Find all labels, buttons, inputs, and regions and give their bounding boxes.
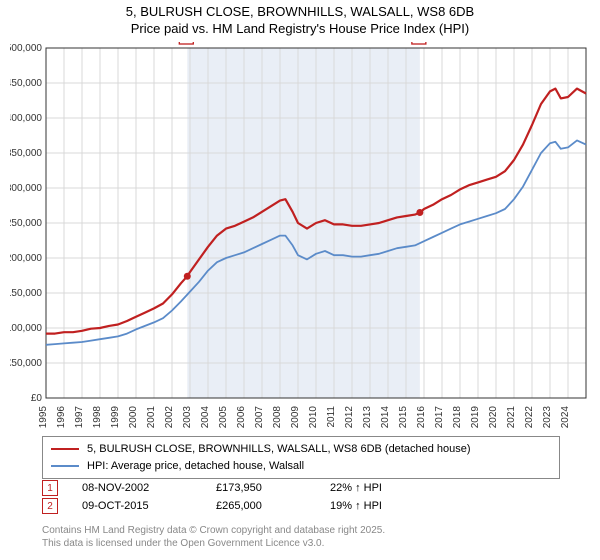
svg-text:2: 2 <box>416 42 421 43</box>
svg-text:2001: 2001 <box>146 406 157 429</box>
svg-text:2014: 2014 <box>380 406 391 429</box>
legend-label-2: HPI: Average price, detached house, Wals… <box>87 458 304 475</box>
svg-text:2006: 2006 <box>236 406 247 429</box>
marker-hpi-1: 22% ↑ HPI <box>330 482 382 494</box>
svg-text:2004: 2004 <box>200 406 211 429</box>
svg-text:2022: 2022 <box>524 406 535 429</box>
marker-badge-1: 1 <box>42 480 58 496</box>
svg-text:2015: 2015 <box>398 406 409 429</box>
legend: 5, BULRUSH CLOSE, BROWNHILLS, WALSALL, W… <box>42 436 560 479</box>
svg-text:2008: 2008 <box>272 406 283 429</box>
svg-text:1997: 1997 <box>74 406 85 429</box>
svg-text:£450,000: £450,000 <box>10 78 42 89</box>
marker-row-1: 1 08-NOV-2002 £173,950 22% ↑ HPI <box>42 480 560 496</box>
marker-annotations: 1 08-NOV-2002 £173,950 22% ↑ HPI 2 09-OC… <box>42 480 560 516</box>
chart-svg: £0 £50,000 £100,000 £150,000 £200,000 £250,00… <box>10 42 590 432</box>
legend-swatch-2 <box>51 465 79 467</box>
chart-plot-area: £0 £50,000 £100,000 £150,000 £200,000 £250,00… <box>10 42 590 432</box>
attribution-line-2: This data is licensed under the Open Gov… <box>42 537 560 550</box>
svg-text:1996: 1996 <box>56 406 67 429</box>
svg-text:£50,000: £50,000 <box>10 358 42 369</box>
svg-text:2005: 2005 <box>218 406 229 429</box>
svg-text:£350,000: £350,000 <box>10 148 42 159</box>
svg-text:1998: 1998 <box>92 406 103 429</box>
svg-text:1999: 1999 <box>110 406 121 429</box>
svg-text:2010: 2010 <box>308 406 319 429</box>
svg-text:2020: 2020 <box>488 406 499 429</box>
svg-text:2024: 2024 <box>560 406 571 429</box>
svg-text:2021: 2021 <box>506 406 517 429</box>
marker-badge-2: 2 <box>42 498 58 514</box>
svg-text:£250,000: £250,000 <box>10 218 42 229</box>
svg-text:2019: 2019 <box>470 406 481 429</box>
legend-item-2: HPI: Average price, detached house, Wals… <box>51 458 551 475</box>
svg-text:£300,000: £300,000 <box>10 183 42 194</box>
marker-price-2: £265,000 <box>216 500 306 512</box>
svg-text:2017: 2017 <box>434 406 445 429</box>
attribution-line-1: Contains HM Land Registry data © Crown c… <box>42 524 560 537</box>
svg-text:2003: 2003 <box>182 406 193 429</box>
attribution: Contains HM Land Registry data © Crown c… <box>42 524 560 550</box>
title-line-2: Price paid vs. HM Land Registry's House … <box>0 21 600 38</box>
marker-date-2: 09-OCT-2015 <box>82 500 192 512</box>
svg-text:1: 1 <box>184 42 189 43</box>
marker-row-2: 2 09-OCT-2015 £265,000 19% ↑ HPI <box>42 498 560 514</box>
chart-title: 5, BULRUSH CLOSE, BROWNHILLS, WALSALL, W… <box>0 0 600 38</box>
svg-text:1995: 1995 <box>38 406 49 429</box>
svg-text:2012: 2012 <box>344 406 355 429</box>
svg-text:£0: £0 <box>31 393 43 404</box>
marker-date-1: 08-NOV-2002 <box>82 482 192 494</box>
marker-hpi-2: 19% ↑ HPI <box>330 500 382 512</box>
legend-label-1: 5, BULRUSH CLOSE, BROWNHILLS, WALSALL, W… <box>87 441 471 458</box>
chart-container: 5, BULRUSH CLOSE, BROWNHILLS, WALSALL, W… <box>0 0 600 560</box>
svg-text:2016: 2016 <box>416 406 427 429</box>
legend-item-1: 5, BULRUSH CLOSE, BROWNHILLS, WALSALL, W… <box>51 441 551 458</box>
svg-text:2000: 2000 <box>128 406 139 429</box>
svg-text:£100,000: £100,000 <box>10 323 42 334</box>
svg-text:2009: 2009 <box>290 406 301 429</box>
svg-text:2013: 2013 <box>362 406 373 429</box>
svg-text:2002: 2002 <box>164 406 175 429</box>
title-line-1: 5, BULRUSH CLOSE, BROWNHILLS, WALSALL, W… <box>0 4 600 21</box>
svg-text:2007: 2007 <box>254 406 265 429</box>
legend-swatch-1 <box>51 448 79 450</box>
svg-text:£150,000: £150,000 <box>10 288 42 299</box>
svg-text:2023: 2023 <box>542 406 553 429</box>
svg-text:2011: 2011 <box>326 406 337 428</box>
svg-text:£200,000: £200,000 <box>10 253 42 264</box>
svg-text:£400,000: £400,000 <box>10 113 42 124</box>
svg-text:£500,000: £500,000 <box>10 43 42 54</box>
marker-price-1: £173,950 <box>216 482 306 494</box>
svg-text:2018: 2018 <box>452 406 463 429</box>
